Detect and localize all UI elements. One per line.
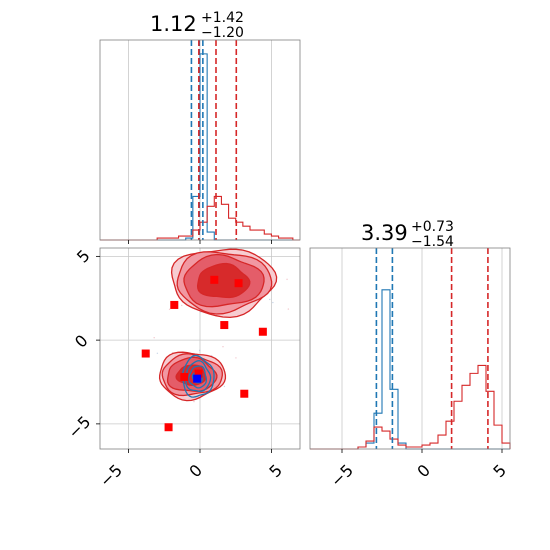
sample-dot — [286, 278, 288, 281]
sample-dot — [153, 337, 155, 339]
sample-dot — [168, 308, 171, 310]
panel-2-title-minus: −1.54 — [411, 234, 454, 250]
sample-dot — [156, 352, 159, 354]
sample-dot — [181, 304, 183, 307]
panel-2-title-plus: +0.73 — [411, 219, 454, 235]
joint-y-tick-label-neg5: −5 — [64, 412, 94, 442]
red-marker-1 — [234, 279, 243, 288]
red-marker-2 — [170, 300, 179, 309]
sample-dot — [223, 385, 226, 388]
red-marker-7 — [194, 369, 203, 378]
joint-y-tick-label-5: 5 — [73, 246, 94, 267]
sample-dot — [272, 301, 274, 304]
panel-1-title: 1.12 — [150, 12, 197, 36]
sample-dot — [198, 349, 201, 352]
joint-x-tick-label-0: 0 — [185, 461, 206, 482]
red-marker-4 — [258, 327, 267, 336]
red-marker-3 — [220, 321, 229, 330]
panel-2-background — [310, 248, 510, 449]
marg2-x-tick-label-neg5: −5 — [327, 461, 357, 491]
panel-1-ticks — [128, 240, 272, 244]
joint-markers — [141, 275, 267, 432]
panel-1-quantile-lines — [190, 40, 238, 240]
panel-param-2-marginal: 3.39 +0.73 −1.54 — [309, 219, 511, 453]
red-marker-0 — [210, 275, 219, 284]
sample-dot — [193, 400, 195, 403]
blue-contour-0-level-2 — [187, 365, 208, 389]
sample-dot — [269, 298, 271, 301]
red-marker-9 — [164, 423, 173, 432]
panel-2-ticks — [341, 449, 503, 453]
panel-1-title-value: 1.12 — [150, 12, 197, 36]
panel-2-title: 3.39 — [361, 221, 408, 245]
red-marker-8 — [240, 389, 249, 398]
joint-x-tick-label-neg5: −5 — [96, 461, 126, 491]
sample-dot — [287, 308, 290, 310]
joint-ticks — [96, 255, 272, 453]
panel-2-quantile-lines — [375, 248, 489, 449]
panel-2-grid — [341, 248, 503, 449]
red-contour-0-level-3 — [196, 262, 251, 299]
panel-2-frame — [309, 247, 511, 450]
panel-2-hist-series-1 — [310, 364, 511, 450]
red-marker-5 — [141, 349, 150, 358]
marg2-x-tick-label-0: 0 — [413, 461, 434, 482]
panel-1-title-plus: +1.42 — [201, 10, 244, 26]
panel-param-1-marginal: 1.12 +1.42 −1.20 — [99, 10, 301, 244]
panel-joint — [96, 247, 301, 453]
panel-1-title-minus: −1.20 — [201, 25, 244, 41]
joint-x-tick-label-5: 5 — [265, 461, 286, 482]
blue-marker-0 — [193, 374, 202, 383]
marg2-x-tick-label-5: 5 — [489, 461, 510, 482]
sample-dot — [222, 346, 224, 348]
panel-2-title-value: 3.39 — [361, 221, 408, 245]
sample-dot — [235, 357, 237, 359]
red-marker-6 — [180, 372, 189, 381]
joint-y-tick-label-0: 0 — [71, 331, 92, 352]
